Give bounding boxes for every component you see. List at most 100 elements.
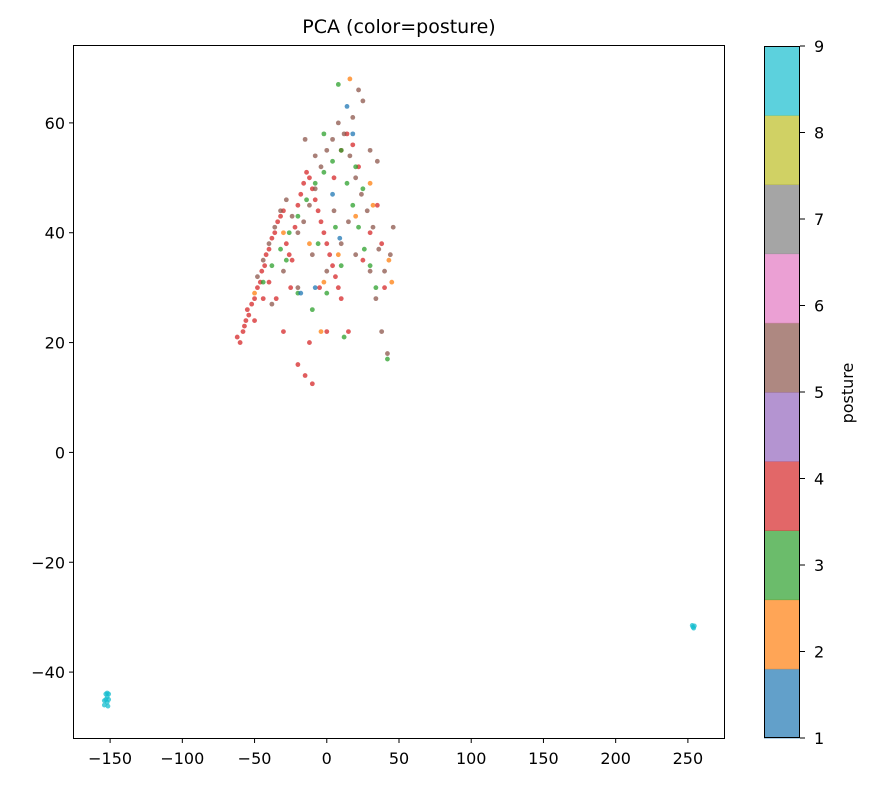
data-point: [246, 312, 252, 318]
data-point: [302, 136, 308, 142]
data-point: [350, 142, 356, 148]
data-point: [346, 329, 351, 334]
data-point: [312, 180, 318, 186]
colorbar-segment: [764, 530, 800, 601]
data-point: [330, 136, 335, 142]
data-point: [307, 241, 312, 247]
data-point: [292, 224, 298, 230]
data-point: [691, 623, 697, 629]
data-point: [255, 285, 260, 291]
data-point: [353, 252, 359, 258]
data-point: [106, 697, 112, 702]
data-point: [376, 246, 382, 252]
data-point: [273, 296, 279, 302]
x-tick-label: 100: [456, 749, 487, 768]
data-point: [386, 257, 392, 263]
colorbar-segment: [764, 253, 800, 324]
data-point: [266, 241, 272, 247]
data-point: [101, 698, 107, 704]
data-point: [242, 323, 247, 329]
data-point: [243, 318, 249, 323]
data-point: [350, 115, 356, 120]
data-point: [367, 147, 373, 153]
data-point: [275, 219, 281, 225]
data-point: [367, 230, 373, 236]
data-point: [289, 213, 295, 219]
x-tick-label: 150: [528, 749, 559, 768]
data-point: [269, 263, 275, 269]
y-tick-label: 20: [45, 334, 65, 353]
data-point: [367, 180, 373, 186]
colorbar-segment: [764, 184, 800, 255]
data-point: [278, 208, 283, 214]
data-point: [302, 373, 308, 378]
data-point: [344, 180, 350, 186]
data-point: [318, 164, 324, 170]
colorbar-segment: [764, 461, 800, 531]
data-point: [309, 307, 315, 313]
colorbar-tick-label: 9: [814, 37, 824, 56]
data-point: [338, 263, 344, 269]
data-point: [318, 219, 324, 225]
data-point: [367, 268, 373, 274]
data-point: [324, 329, 330, 334]
data-point: [315, 208, 321, 214]
data-point: [312, 285, 318, 291]
x-tick-label: −50: [238, 749, 272, 768]
data-point: [266, 246, 272, 252]
data-point: [288, 285, 294, 291]
data-point: [347, 76, 353, 82]
data-point: [237, 340, 243, 345]
data-point: [335, 252, 341, 258]
data-point: [353, 213, 359, 219]
y-tick-label: −20: [31, 553, 65, 572]
data-point: [281, 329, 286, 334]
data-point: [324, 147, 330, 153]
colorbar-segment: [764, 46, 800, 116]
data-point: [350, 131, 356, 137]
data-point: [360, 257, 366, 263]
scatter-points: [101, 76, 697, 709]
colorbar-label: posture: [838, 363, 857, 424]
data-point: [105, 703, 111, 709]
data-point: [324, 241, 330, 247]
colorbar-ticks: 1 2 3 4 5 6 7 8 9: [800, 37, 824, 748]
data-point: [324, 290, 330, 296]
data-point: [321, 230, 327, 236]
data-point: [333, 274, 338, 280]
data-point: [389, 279, 395, 285]
colorbar-tick-label: 8: [814, 124, 824, 143]
data-point: [370, 202, 376, 208]
colorbar-tick-label: 7: [814, 210, 824, 229]
data-point: [295, 230, 301, 236]
colorbar-tick-label: 3: [814, 556, 824, 575]
data-point: [338, 241, 344, 247]
data-point: [278, 213, 283, 219]
data-point: [341, 131, 347, 137]
data-point: [234, 334, 240, 340]
data-point: [307, 202, 312, 208]
data-point: [286, 230, 292, 236]
data-point: [259, 268, 265, 274]
data-point: [272, 230, 278, 236]
data-point: [338, 147, 344, 153]
colorbar-segment: [764, 668, 800, 739]
data-point: [307, 340, 312, 345]
data-point: [379, 241, 385, 247]
data-point: [312, 197, 318, 203]
x-tick-label: 200: [600, 749, 631, 768]
data-point: [338, 296, 344, 302]
data-point: [283, 241, 289, 247]
data-point: [240, 329, 246, 334]
data-point: [260, 296, 266, 302]
data-point: [331, 208, 337, 214]
x-tick-label: 50: [389, 749, 409, 768]
data-point: [295, 285, 301, 291]
data-point: [373, 285, 379, 291]
data-point: [327, 252, 333, 258]
x-axis: −150 −100 −50 0 50 100 150 200 250: [88, 738, 703, 768]
data-point: [360, 98, 366, 104]
data-point: [356, 87, 361, 93]
data-point: [295, 202, 301, 208]
